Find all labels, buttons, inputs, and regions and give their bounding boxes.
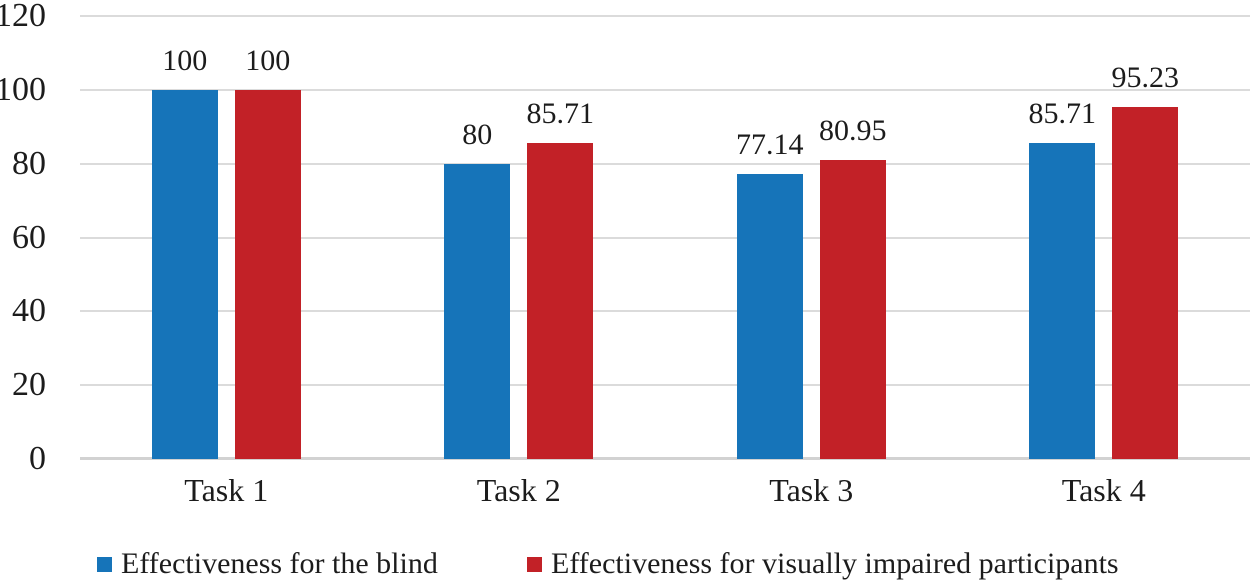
y-gridline [80,384,1250,387]
bar-value-label: 80 [462,117,493,151]
bar-series-2-task-3 [819,160,886,459]
x-tick-label: Task 1 [184,472,269,508]
y-tick-label: 20 [12,366,46,404]
y-gridline [80,15,1250,17]
y-gridline [80,88,1250,91]
y-gridline [80,236,1250,239]
legend-label: Effectiveness for the blind [121,547,438,580]
y-tick-label: 0 [29,440,46,477]
bar-value-label: 85.71 [1028,96,1097,130]
bar-value-label: 77.14 [736,128,804,162]
y-tick-label: 120 [0,0,46,34]
bar-series-2-task-4 [1112,107,1179,459]
plot-area: 100 100 80 85.71 77.14 80.95 85.71 95.23 [80,15,1250,460]
legend-swatch-icon [527,556,542,572]
y-gridline [80,310,1250,313]
x-tick-label: Task 3 [769,472,854,508]
y-tick-label: 60 [12,218,46,256]
x-axis-line [80,457,1250,460]
legend-label: Effectiveness for visually impaired part… [551,547,1119,580]
bar-series-2-task-1 [234,89,301,459]
bar-value-label: 100 [245,43,291,77]
bar-value-label: 100 [162,43,208,77]
bar-series-1-task-2 [444,163,511,459]
bar-value-label: 80.95 [819,114,887,148]
y-tick-label: 80 [12,144,46,182]
legend-item: Effectiveness for the blind [97,546,438,582]
bar-value-label: 95.23 [1111,61,1180,95]
legend-item: Effectiveness for visually impaired part… [527,546,1119,582]
y-gridline [80,162,1250,165]
x-tick-label: Task 2 [476,472,561,508]
y-tick-label: 100 [0,70,46,108]
bar-value-label: 85.71 [526,96,595,130]
y-tick-label: 40 [12,292,46,330]
bar-series-1-task-1 [151,89,218,459]
bar-series-1-task-4 [1029,142,1096,459]
bar-series-2-task-2 [527,142,594,459]
legend-swatch-icon [97,556,112,572]
bar-series-1-task-3 [736,174,803,459]
x-tick-label: Task 4 [1061,472,1146,508]
